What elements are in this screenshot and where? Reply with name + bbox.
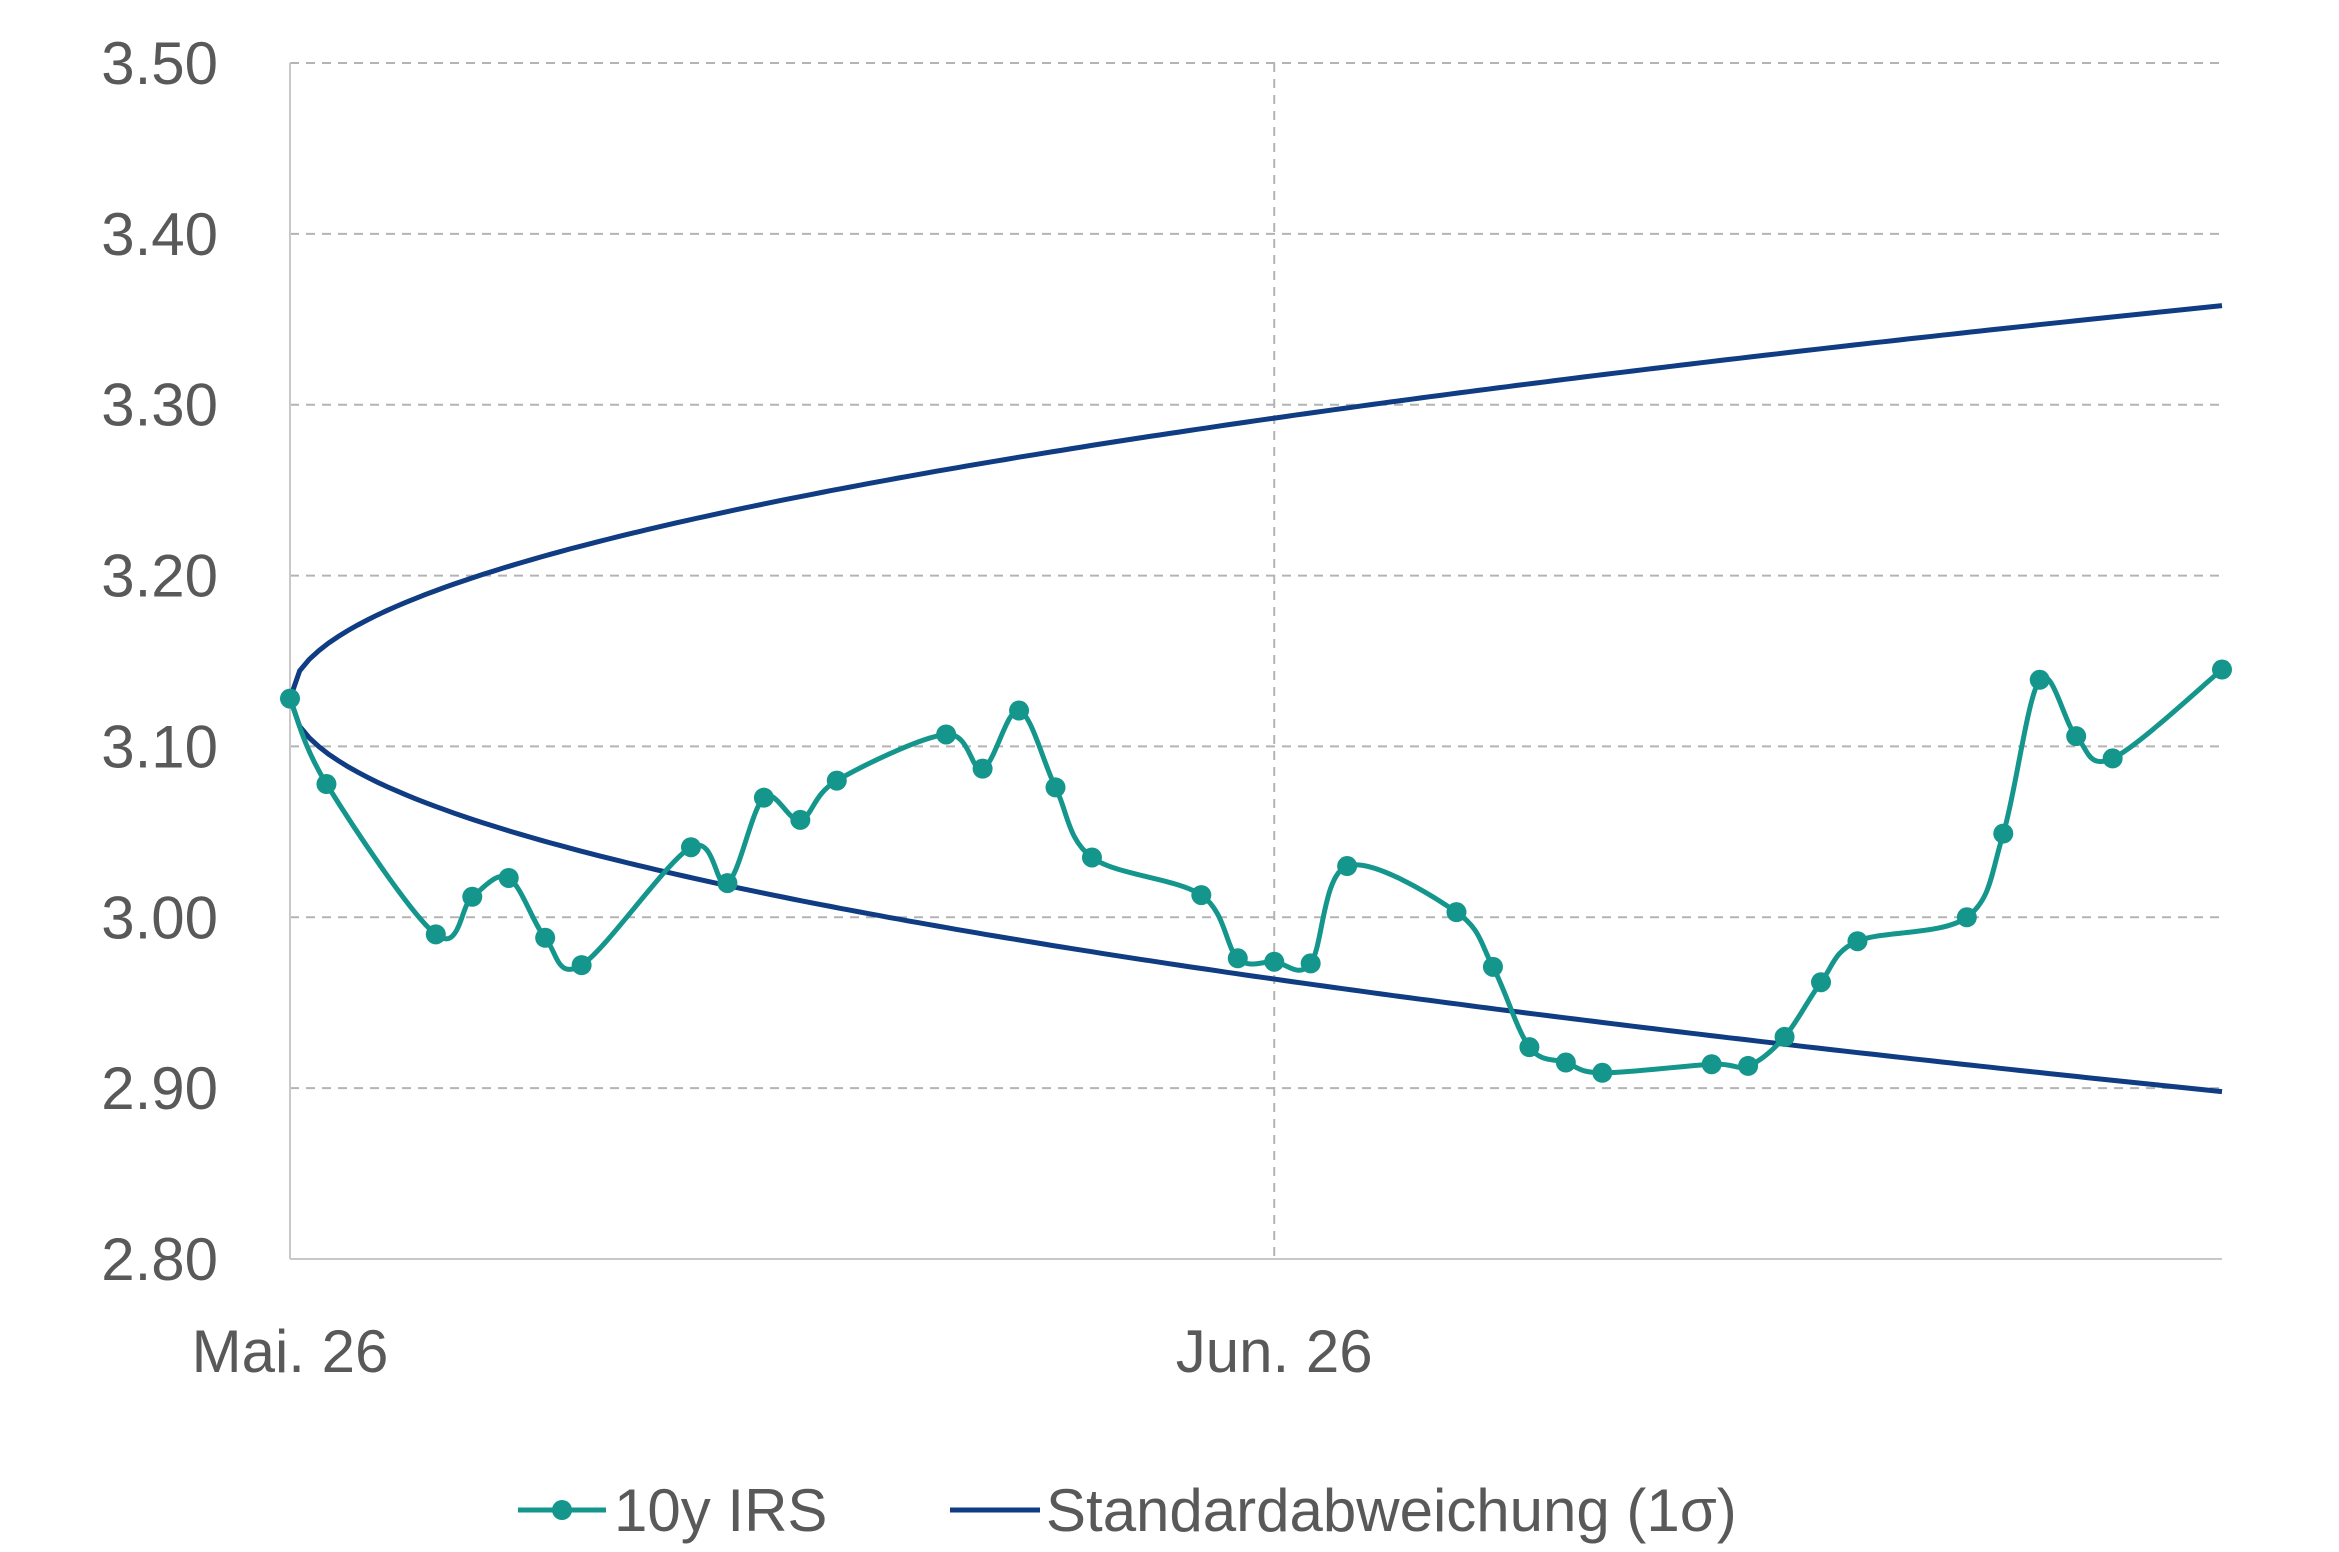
x-axis-ticks: Mai. 26 Jun. 26: [192, 1318, 1373, 1385]
irs-data-point: [2066, 726, 2087, 747]
irs-data-point: [1701, 1054, 1722, 1075]
y-tick-label: 3.10: [101, 713, 218, 780]
irs-data-point: [936, 724, 957, 745]
irs-series-line: [287, 667, 2224, 1076]
irs-data-point: [1811, 972, 1832, 993]
sigma-upper-line: [287, 303, 2223, 700]
irs-data-point: [1081, 847, 1102, 868]
irs-data-point: [680, 837, 701, 858]
legend-irs-marker: [552, 1500, 572, 1520]
irs-data-point: [972, 758, 993, 779]
irs-data-point: [1555, 1052, 1576, 1073]
irs-data-point: [1993, 823, 2014, 844]
x-tick-label: Jun. 26: [1176, 1318, 1373, 1385]
irs-data-point: [1045, 777, 1066, 798]
irs-data-point: [1337, 856, 1358, 877]
irs-data-point: [316, 774, 337, 795]
irs-data-point: [571, 955, 592, 976]
legend-item-sigma: Standardabweichung (1σ): [950, 1477, 1737, 1544]
legend-sigma-label: Standardabweichung (1σ): [1046, 1477, 1737, 1544]
y-tick-label: 3.50: [101, 30, 218, 97]
irs-data-point: [2212, 659, 2232, 680]
y-tick-label: 3.20: [101, 543, 218, 610]
grid-lines: [290, 62, 2222, 1090]
irs-data-point: [280, 688, 300, 709]
irs-data-point: [1446, 902, 1467, 923]
irs-data-point: [1738, 1055, 1759, 1076]
irs-data-point: [2102, 748, 2123, 769]
x-tick-label: Mai. 26: [192, 1318, 389, 1385]
legend-irs-label: 10y IRS: [614, 1477, 827, 1544]
legend: 10y IRS Standardabweichung (1σ): [518, 1477, 1737, 1544]
y-tick-label: 2.80: [101, 1226, 218, 1293]
y-tick-label: 3.00: [101, 884, 218, 951]
irs-data-point: [2029, 669, 2050, 690]
irs-data-point: [790, 809, 811, 830]
irs-data-point: [1264, 951, 1285, 972]
irs-data-point: [753, 787, 774, 808]
irs-data-point: [826, 770, 847, 791]
irs-data-point: [1191, 885, 1212, 906]
irs-data-point: [1009, 700, 1030, 721]
irs-data-point: [1300, 953, 1321, 974]
irs-data-point: [425, 924, 446, 945]
irs-data-point: [717, 873, 738, 894]
irs-data-point: [1592, 1062, 1613, 1083]
irs-data-point: [1519, 1037, 1540, 1058]
y-axis-ticks: 3.50 3.40 3.30 3.20 3.10 3.00 2.90 2.80: [101, 30, 218, 1293]
irs-data-point: [1482, 956, 1503, 977]
irs-data-point: [1774, 1026, 1795, 1047]
irs-data-point: [1956, 907, 1977, 928]
irs-data-point: [498, 867, 519, 888]
irs-data-point: [462, 886, 483, 907]
irs-data-point: [1847, 931, 1868, 952]
irs-data-point: [1227, 948, 1248, 969]
irs-series-markers: [280, 659, 2232, 1083]
legend-item-irs: 10y IRS: [518, 1477, 827, 1544]
irs-data-point: [535, 927, 556, 948]
sigma-lower-line: [287, 697, 2223, 1095]
y-tick-label: 3.40: [101, 201, 218, 268]
y-tick-label: 3.30: [101, 372, 218, 439]
y-tick-label: 2.90: [101, 1055, 218, 1122]
